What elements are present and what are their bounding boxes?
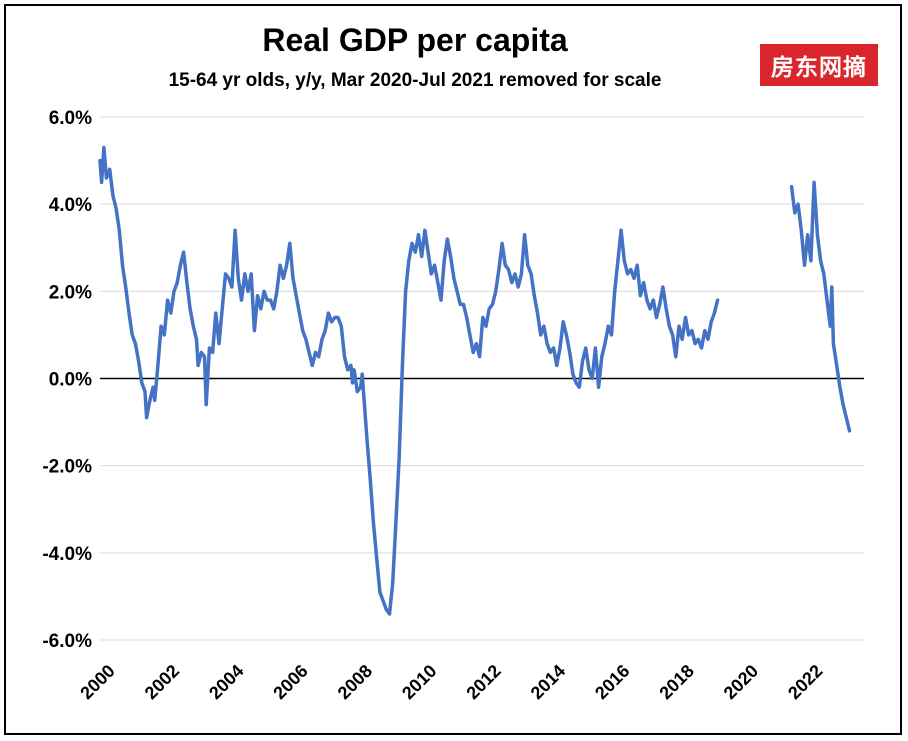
y-tick-label: -4.0% — [42, 544, 92, 565]
x-tick-label: 2002 — [141, 661, 183, 703]
chart-frame — [4, 4, 902, 735]
x-tick-label: 2010 — [398, 661, 440, 703]
x-tick-label: 2020 — [720, 661, 762, 703]
watermark-badge: 房东网摘 — [760, 44, 878, 86]
x-tick-label: 2014 — [527, 661, 569, 703]
chart-subtitle: 15-64 yr olds, y/y, Mar 2020-Jul 2021 re… — [168, 70, 662, 91]
y-tick-label: -6.0% — [42, 631, 92, 652]
y-tick-label: 2.0% — [49, 282, 92, 303]
x-tick-label: 2008 — [334, 661, 376, 703]
y-tick-label: 4.0% — [49, 195, 92, 216]
x-tick-label: 2022 — [784, 661, 826, 703]
y-tick-label: 0.0% — [49, 370, 92, 391]
x-tick-label: 2018 — [655, 661, 697, 703]
chart-title: Real GDP per capita — [262, 22, 568, 58]
x-tick-label: 2016 — [591, 661, 633, 703]
y-tick-label: 6.0% — [49, 108, 92, 129]
x-axis: 2000 2002 2004 2006 2008 2010 2012 2014 2016 2018… — [76, 661, 826, 703]
series-line-segment — [789, 180, 852, 433]
y-tick-label: -2.0% — [42, 457, 92, 478]
series-lines — [98, 145, 852, 616]
x-tick-label: 2000 — [76, 661, 118, 703]
x-tick-label: 2004 — [205, 661, 247, 703]
gridlines — [100, 116, 864, 641]
x-tick-label: 2012 — [462, 661, 504, 703]
y-axis: -6.0% -4.0% -2.0% 0.0% 2.0% 4.0% 6.0% — [42, 108, 92, 652]
x-tick-label: 2006 — [269, 661, 311, 703]
series-line-segment — [98, 145, 720, 616]
